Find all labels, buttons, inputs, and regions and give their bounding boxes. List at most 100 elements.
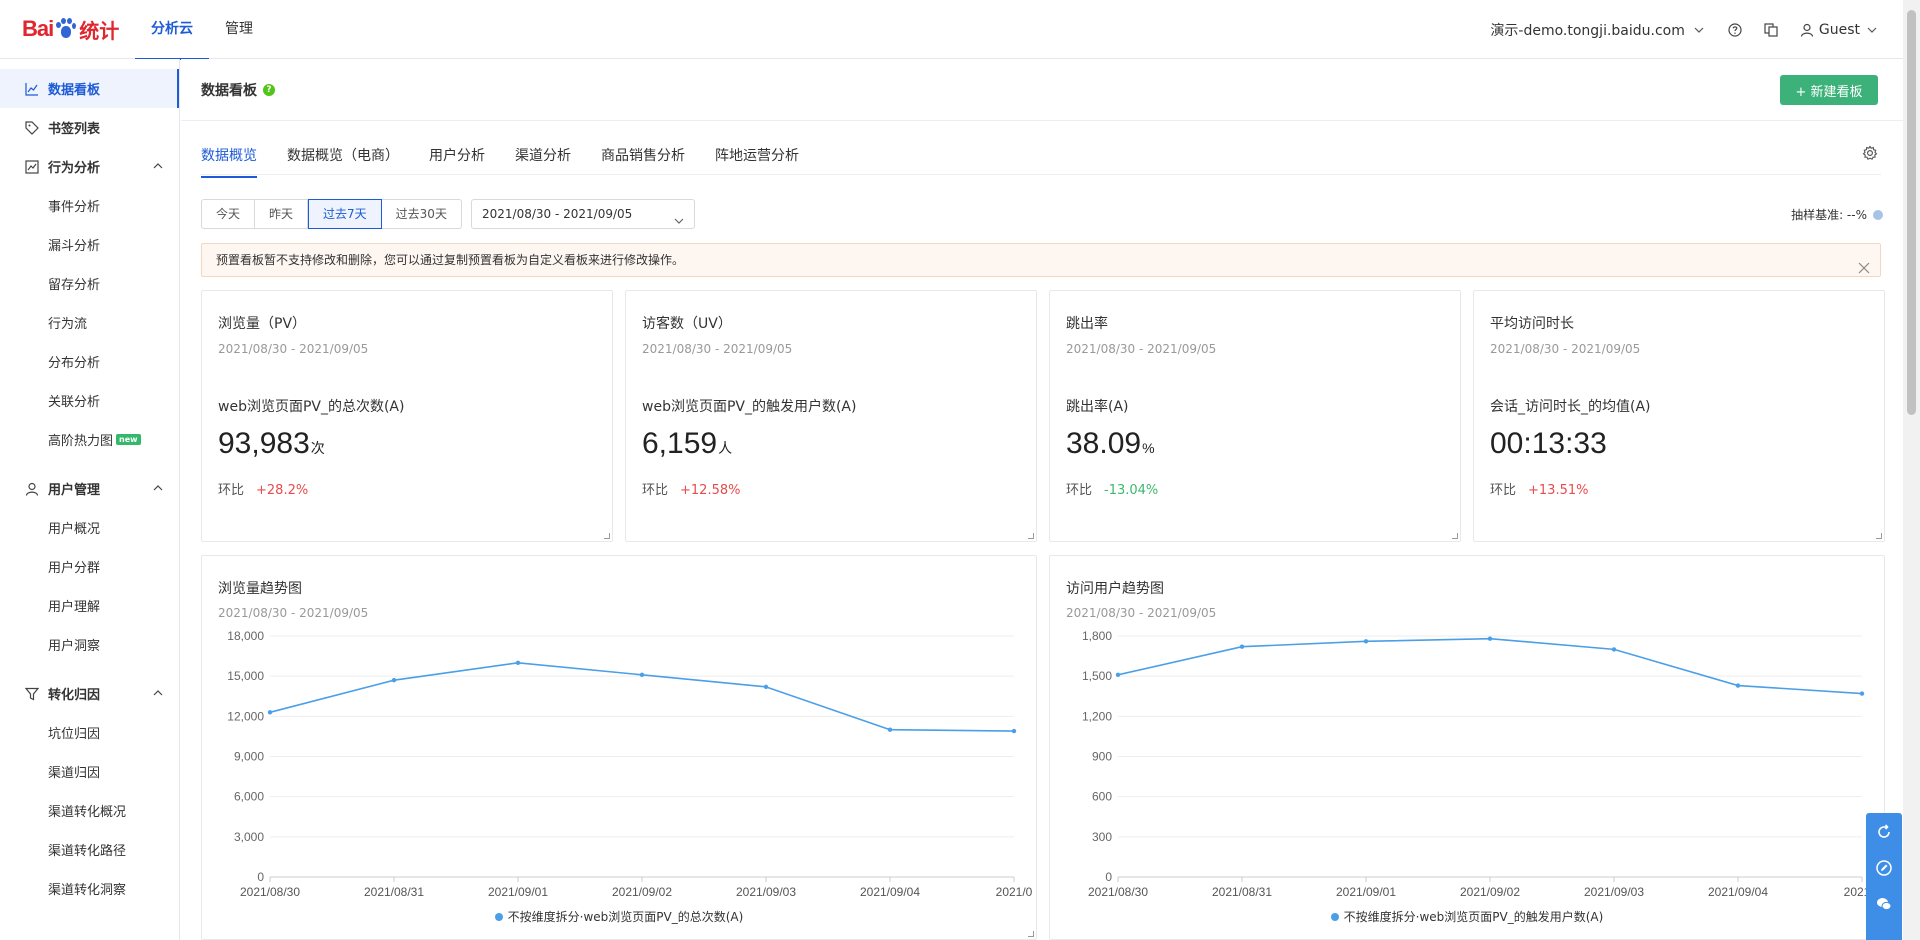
data-point (267, 710, 273, 715)
resize-handle[interactable] (604, 533, 610, 539)
paw-icon (54, 18, 77, 40)
topnav-manage[interactable]: 管理 (225, 21, 253, 37)
dashboard-tabs: 数据概览 数据概览（电商） 用户分析 渠道分析 商品销售分析 阵地运营分析 (201, 141, 1881, 178)
pv-trend-chart[interactable]: 0 3,000 6,000 9,000 12,000 15,000 18,000 2021/0… (202, 626, 1036, 906)
sidebar-item-user-overview[interactable]: 用户概况 (48, 522, 101, 537)
kpi-comparison: 环比 +12.58% (642, 483, 741, 498)
x-tick-label: 2021/08/31 (1212, 885, 1272, 899)
range-last30days-button[interactable]: 过去30天 (381, 199, 462, 229)
sidebar-item-label: 高阶热力图 (48, 434, 114, 449)
sidebar-group-attribution[interactable]: 转化归因 (0, 674, 179, 713)
help-badge-icon[interactable]: ? (263, 83, 275, 96)
sidebar-item-user-segments[interactable]: 用户分群 (48, 561, 101, 576)
sidebar-item-user-understanding[interactable]: 用户理解 (48, 600, 101, 615)
data-point (1859, 691, 1865, 696)
y-tick-label: 1,200 (1082, 709, 1112, 723)
main-content: 数据看板 ? + 新建看板 数据概览 数据概览（电商） 用户分析 渠道分析 商品… (181, 59, 1903, 940)
sidebar-item-event-analysis[interactable]: 事件分析 (48, 200, 101, 215)
resize-handle[interactable] (1452, 533, 1458, 539)
page-header: 数据看板 ? + 新建看板 (181, 59, 1903, 121)
sidebar-item-behavior-flow[interactable]: 行为流 (48, 317, 88, 332)
chat-icon[interactable] (1875, 895, 1893, 913)
sidebar-group-user-management[interactable]: 用户管理 (0, 469, 179, 508)
kpi-card-uv: 访客数（UV） 2021/08/30 - 2021/09/05 web浏览页面P… (625, 290, 1037, 542)
baidu-tongji-logo[interactable]: Bai 统计 (22, 14, 119, 44)
data-point (391, 677, 397, 683)
sidebar-item-bookmarks[interactable]: 书签列表 (0, 108, 179, 147)
kpi-metric: web浏览页面PV_的总次数(A) (218, 399, 405, 415)
y-tick-label: 1,500 (1082, 669, 1112, 683)
logo-text-right: 统计 (79, 18, 120, 43)
page-scrollbar[interactable] (1903, 0, 1920, 940)
data-point (1011, 728, 1017, 734)
site-selector[interactable]: 演示-demo.tongji.baidu.com (1490, 20, 1706, 40)
chart-legend[interactable]: 不按维度拆分·web浏览页面PV_的触发用户数(A) (1050, 908, 1884, 925)
sidebar-item-label: 书签列表 (48, 122, 101, 137)
data-point (887, 727, 893, 732)
kpi-comparison: 环比 +13.51% (1490, 483, 1589, 498)
sidebar-item-label: 行为分析 (48, 161, 101, 176)
data-point (1115, 672, 1121, 678)
chart-legend[interactable]: 不按维度拆分·web浏览页面PV_的总次数(A) (202, 908, 1036, 925)
sidebar-item-channel-conversion-insights[interactable]: 渠道转化洞察 (48, 883, 127, 898)
sidebar-item-channel-attribution[interactable]: 渠道归因 (48, 766, 101, 781)
y-tick-label: 900 (1092, 750, 1112, 764)
sidebar-item-channel-conversion-overview[interactable]: 渠道转化概况 (48, 805, 127, 820)
user-name: Guest (1818, 21, 1860, 38)
tag-icon (24, 120, 40, 136)
copy-icon[interactable] (1763, 22, 1779, 38)
uv-trend-chart[interactable]: 0 300 600 900 1,200 1,500 1,800 2021/08/30 2021/… (1050, 626, 1884, 906)
kpi-value: 6,159人 (642, 427, 733, 460)
legend-dot-icon (1330, 913, 1339, 921)
y-tick-label: 300 (1092, 830, 1112, 844)
user-menu[interactable]: Guest (1799, 22, 1880, 38)
sidebar-item-heatmap[interactable]: 高阶热力图 new (0, 420, 179, 459)
chevron-up-icon (153, 687, 163, 702)
y-tick-label: 1,800 (1082, 629, 1112, 643)
tab-channel-analysis[interactable]: 渠道分析 (515, 148, 571, 164)
range-today-button[interactable]: 今天 (201, 199, 256, 229)
site-name: 演示-demo.tongji.baidu.com (1490, 22, 1685, 39)
sidebar-item-retention-analysis[interactable]: 留存分析 (48, 278, 101, 293)
help-icon[interactable] (1727, 22, 1743, 38)
range-yesterday-button[interactable]: 昨天 (255, 199, 309, 229)
scrollbar-thumb[interactable] (1907, 10, 1916, 415)
close-icon[interactable] (1858, 254, 1870, 274)
topnav-analytics-cloud[interactable]: 分析云 (135, 0, 209, 60)
data-point (1239, 644, 1245, 649)
sidebar-item-user-insights[interactable]: 用户洞察 (48, 639, 101, 654)
sidebar-item-distribution-analysis[interactable]: 分布分析 (48, 356, 101, 371)
gear-icon[interactable] (1862, 145, 1878, 161)
data-point (1611, 647, 1617, 652)
refresh-icon[interactable] (1875, 823, 1893, 841)
x-tick-label: 2021/09/01 (1336, 885, 1396, 899)
sidebar-item-funnel-analysis[interactable]: 漏斗分析 (48, 239, 101, 254)
data-point (1363, 639, 1369, 644)
y-tick-label: 600 (1092, 790, 1112, 804)
kpi-date: 2021/08/30 - 2021/09/05 (218, 342, 369, 356)
tab-position-operation-analysis[interactable]: 阵地运营分析 (715, 148, 799, 164)
resize-handle[interactable] (1028, 931, 1034, 937)
tab-data-overview-ecommerce[interactable]: 数据概览（电商） (287, 148, 399, 164)
chart-date: 2021/08/30 - 2021/09/05 (218, 606, 369, 620)
sidebar-item-channel-conversion-path[interactable]: 渠道转化路径 (48, 844, 127, 859)
tab-user-analysis[interactable]: 用户分析 (429, 148, 485, 164)
sidebar-item-dashboard[interactable]: 数据看板 (0, 69, 179, 108)
resize-handle[interactable] (1028, 533, 1034, 539)
tab-data-overview[interactable]: 数据概览 (201, 141, 257, 178)
sidebar-item-label: 转化归因 (48, 688, 101, 703)
kpi-date: 2021/08/30 - 2021/09/05 (642, 342, 793, 356)
funnel-icon (24, 686, 40, 702)
info-dot-icon[interactable] (1873, 209, 1883, 220)
sidebar-item-slot-attribution[interactable]: 坑位归因 (48, 727, 101, 742)
sidebar-group-behavior[interactable]: 行为分析 (0, 147, 179, 186)
date-picker[interactable]: 2021/08/30 - 2021/09/05 (471, 199, 695, 229)
edit-icon[interactable] (1875, 859, 1893, 877)
tab-product-sales-analysis[interactable]: 商品销售分析 (601, 148, 685, 164)
new-dashboard-button[interactable]: + 新建看板 (1780, 75, 1878, 105)
resize-handle[interactable] (1876, 533, 1882, 539)
range-last7days-button[interactable]: 过去7天 (308, 199, 382, 229)
top-bar: Bai 统计 分析云 管理 演示-demo.tongji.baidu.com G… (0, 0, 1920, 60)
notice-text: 预置看板暂不支持修改和删除，您可以通过复制预置看板为自定义看板来进行修改操作。 (216, 253, 685, 267)
sidebar-item-correlation-analysis[interactable]: 关联分析 (48, 395, 101, 410)
